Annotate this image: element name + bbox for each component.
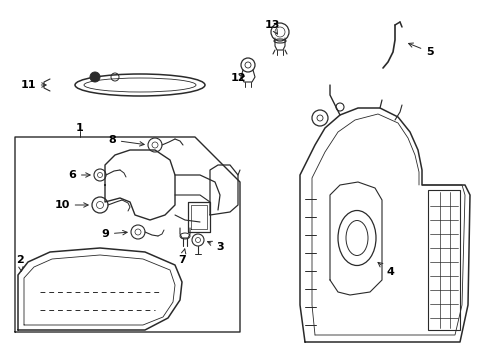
Bar bbox=[427, 190, 459, 330]
Text: 13: 13 bbox=[264, 20, 279, 34]
Text: 4: 4 bbox=[377, 262, 393, 277]
Text: 2: 2 bbox=[16, 255, 24, 271]
Text: 3: 3 bbox=[207, 241, 224, 252]
Text: 5: 5 bbox=[408, 43, 433, 57]
Circle shape bbox=[90, 72, 100, 82]
Text: 7: 7 bbox=[178, 249, 185, 265]
Text: 11: 11 bbox=[20, 80, 46, 90]
Text: 8: 8 bbox=[108, 135, 144, 146]
Text: 6: 6 bbox=[68, 170, 90, 180]
Text: 9: 9 bbox=[101, 229, 127, 239]
Text: 12: 12 bbox=[230, 73, 245, 83]
Text: 10: 10 bbox=[54, 200, 88, 210]
Text: 1: 1 bbox=[76, 123, 84, 133]
